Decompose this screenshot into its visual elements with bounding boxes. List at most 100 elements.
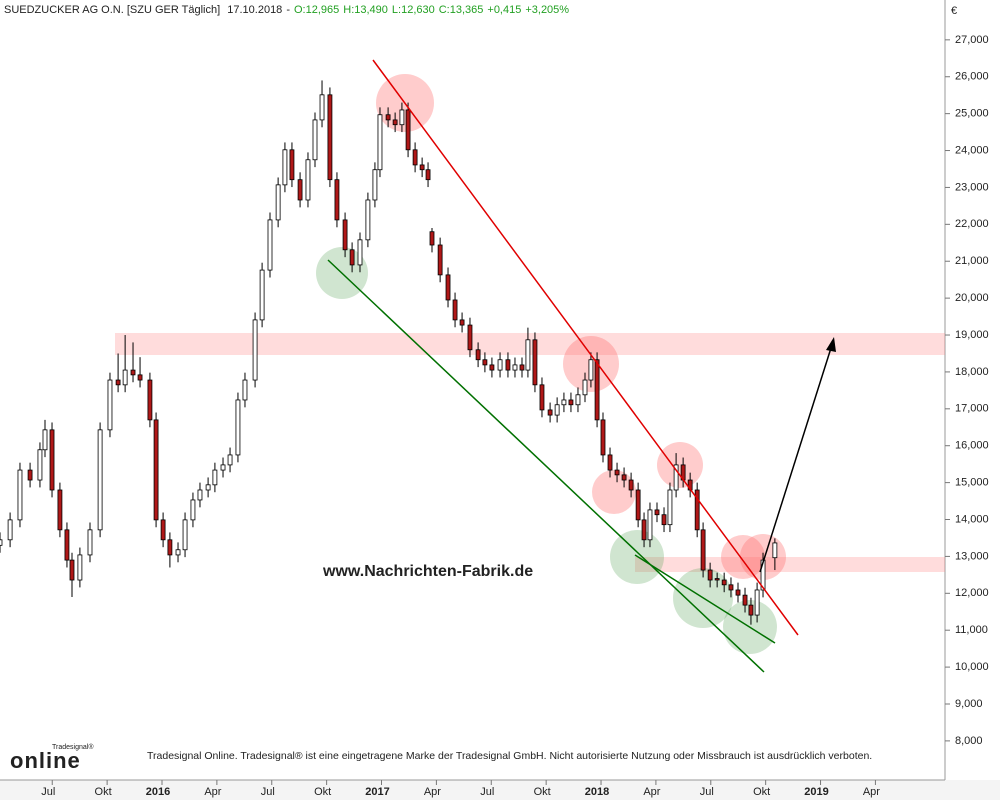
candle-body — [452, 299, 458, 321]
candle-body — [275, 184, 281, 221]
x-tick-label: Jul — [700, 786, 714, 798]
y-tick-label: 13,000 — [955, 550, 989, 562]
candle-body — [641, 519, 647, 541]
candle-body — [267, 219, 273, 271]
candle-body — [377, 114, 383, 171]
y-tick-label: 20,000 — [955, 292, 989, 304]
quote-value: +0,415 — [487, 4, 521, 16]
candle-body — [561, 399, 567, 406]
quote-value: O:12,965 — [294, 4, 339, 16]
candle-body — [525, 339, 531, 371]
candle-body — [505, 359, 511, 371]
x-tick-label: 2019 — [804, 786, 828, 798]
candle-body — [575, 394, 581, 406]
logo: online — [10, 748, 81, 773]
candle-body — [147, 379, 153, 421]
candle-body — [312, 119, 318, 161]
x-tick-label: Okt — [314, 786, 331, 798]
candle-body — [588, 359, 594, 381]
y-tick-label: 16,000 — [955, 440, 989, 452]
support-trendline — [634, 554, 776, 644]
x-tick-label: Jul — [41, 786, 55, 798]
candle-body — [49, 429, 55, 491]
support-band — [635, 557, 945, 572]
x-tick-label: Okt — [95, 786, 112, 798]
candle-body — [197, 489, 203, 501]
x-tick-label: 2017 — [365, 786, 389, 798]
candle-body — [319, 94, 325, 121]
y-tick-label: 8,000 — [955, 735, 983, 747]
x-tick-label: Jul — [480, 786, 494, 798]
candle-body — [429, 231, 435, 246]
candle-body — [153, 419, 159, 521]
candle-body — [372, 169, 378, 201]
candle-body — [412, 149, 418, 166]
candle-body — [694, 489, 700, 531]
candle-body — [667, 489, 673, 526]
candle-body — [297, 179, 303, 201]
candle-body — [115, 379, 121, 386]
y-tick-label: 10,000 — [955, 661, 989, 673]
y-tick-label: 22,000 — [955, 218, 989, 230]
candle-body — [289, 149, 295, 181]
y-tick-label: 21,000 — [955, 255, 989, 267]
candle-body — [334, 179, 340, 221]
x-axis-band — [0, 780, 1000, 800]
candle-body — [467, 324, 473, 351]
x-tick-label: 2018 — [585, 786, 609, 798]
candle-body — [37, 449, 43, 481]
x-tick-label: Apr — [863, 786, 880, 798]
forecast-arrow — [759, 347, 832, 573]
y-tick-label: 27,000 — [955, 34, 989, 46]
candle-body — [445, 274, 451, 301]
candle-body — [475, 349, 481, 361]
x-tick-label: Okt — [534, 786, 551, 798]
candle-body — [728, 584, 734, 591]
quote-value: +3,205% — [525, 4, 569, 16]
candle-body — [547, 409, 553, 416]
candle-body — [190, 499, 196, 521]
candle-body — [673, 464, 679, 491]
candle-body — [97, 429, 103, 531]
candle-body — [700, 529, 706, 571]
candle-body — [357, 239, 363, 266]
arrow-head — [826, 337, 836, 352]
candle-body — [582, 379, 588, 396]
y-tick-label: 17,000 — [955, 403, 989, 415]
x-tick-label: Okt — [753, 786, 770, 798]
candle-body — [7, 519, 13, 541]
candle-body — [600, 419, 606, 456]
candle-body — [532, 339, 538, 386]
candle-body — [482, 359, 488, 366]
candle-body — [342, 219, 348, 251]
candle-body — [137, 374, 143, 381]
candle-body — [220, 464, 226, 471]
candle-body — [57, 489, 63, 531]
candle-body — [594, 359, 600, 421]
candle-body — [242, 379, 248, 401]
x-tick-label: Jul — [261, 786, 275, 798]
candle-body — [721, 579, 727, 586]
candle-body — [27, 469, 33, 481]
y-tick-label: 24,000 — [955, 144, 989, 156]
candle-body — [365, 199, 371, 241]
candle-body — [167, 539, 173, 556]
candle-body — [385, 114, 391, 121]
candle-body — [621, 474, 627, 481]
candle-body — [252, 319, 258, 381]
x-tick-label: Apr — [643, 786, 660, 798]
candle-body — [554, 404, 560, 416]
candle-body — [77, 554, 83, 581]
candle-body — [392, 119, 398, 126]
chart-title: SUEDZUCKER AG O.N. [SZU GER Täglich] 17.… — [4, 4, 569, 16]
candle-body — [512, 364, 518, 371]
quote-value: L:12,630 — [392, 4, 435, 16]
candle-body — [568, 399, 574, 406]
candle-body — [742, 594, 748, 606]
y-tick-label: 23,000 — [955, 181, 989, 193]
y-tick-label: 15,000 — [955, 477, 989, 489]
candle-body — [748, 604, 754, 616]
candle-body — [419, 164, 425, 171]
x-tick-label: 2016 — [146, 786, 170, 798]
